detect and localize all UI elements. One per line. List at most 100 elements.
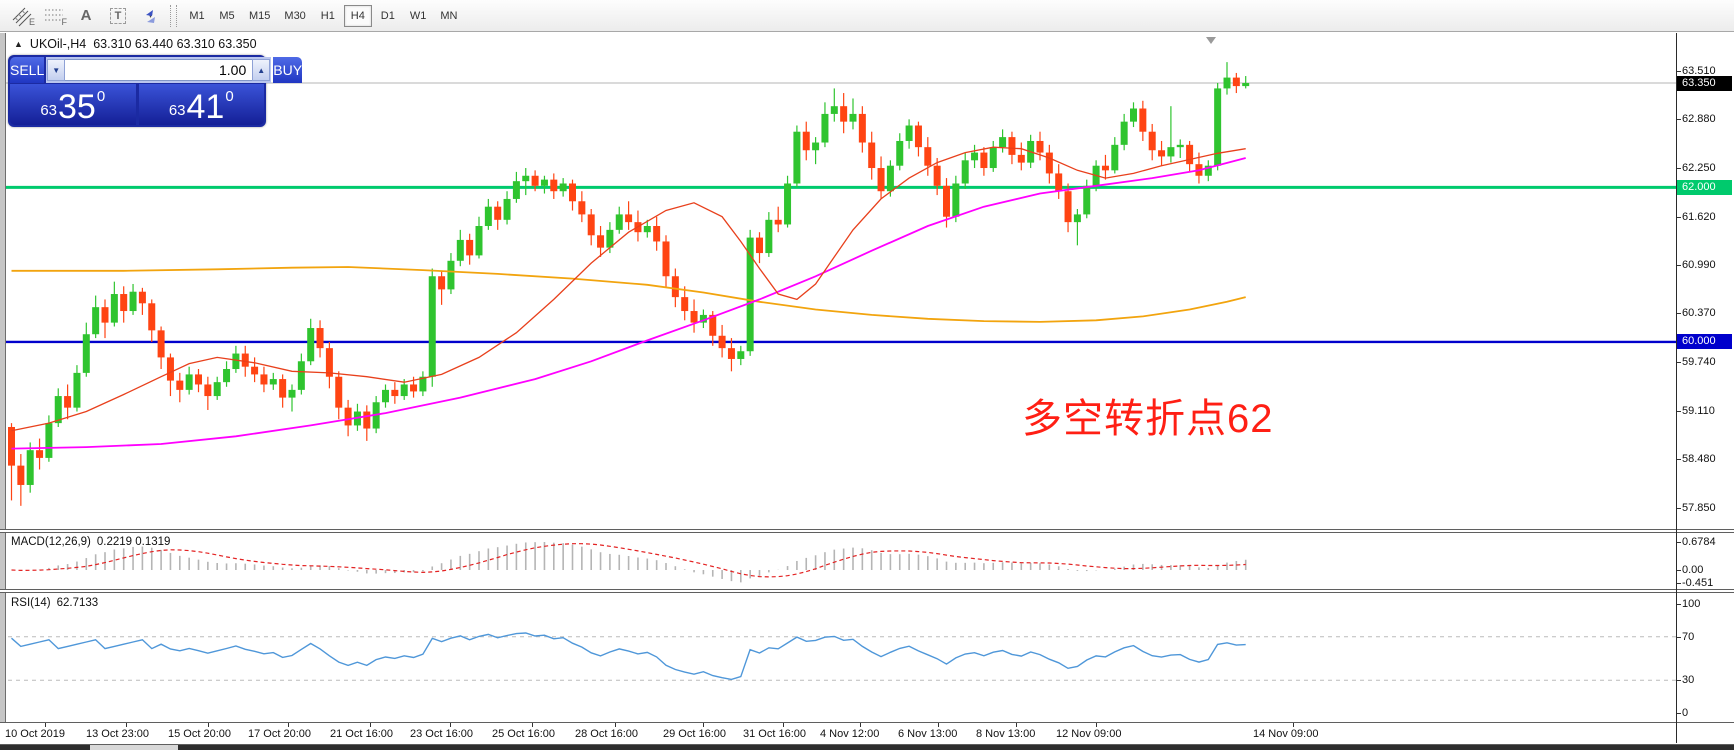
- timeframe-button-m1[interactable]: M1: [189, 9, 205, 22]
- macd-signal-line: [11, 543, 1246, 578]
- candle-body: [1158, 150, 1166, 157]
- candle-body: [1120, 121, 1128, 145]
- candle-body: [643, 226, 651, 233]
- symbol-label: UKOil-,H4: [29, 37, 87, 51]
- tool-label-a-button[interactable]: A: [70, 3, 102, 29]
- tool-grid-f-button[interactable]: F: [38, 3, 70, 29]
- time-tickmark: [783, 723, 784, 727]
- price-tick-label: 62.250: [1682, 162, 1716, 175]
- time-tickmark: [1016, 723, 1017, 727]
- rsi-tick-label: 0: [1682, 707, 1689, 719]
- volume-decrease-button[interactable]: ▼: [47, 59, 66, 81]
- candle-body: [1204, 165, 1212, 176]
- candle-body: [765, 219, 773, 254]
- sell-price-sup: 0: [96, 88, 106, 105]
- candle-body: [1186, 144, 1194, 165]
- sell-price-display[interactable]: 63 35 0: [10, 84, 136, 125]
- collapse-triangle-icon[interactable]: ▲: [14, 39, 23, 49]
- candle-body: [428, 276, 436, 377]
- candle-body: [1232, 77, 1240, 87]
- time-tickmark: [1293, 723, 1294, 727]
- candlestick-chart[interactable]: [6, 33, 1677, 530]
- price-tick-label: 59.740: [1682, 356, 1716, 369]
- scrollbar-thumb[interactable]: [90, 745, 178, 750]
- candle-body: [756, 237, 763, 254]
- time-tickmark: [1096, 723, 1097, 727]
- timeframe-button-m15[interactable]: M15: [249, 9, 271, 22]
- tool-text-t-button[interactable]: T: [102, 3, 134, 29]
- sell-price-big: 35: [58, 88, 96, 127]
- timeframe-button-m30[interactable]: M30: [284, 9, 306, 22]
- timeframe-button-mn[interactable]: MN: [440, 9, 458, 22]
- time-tick-label: 8 Nov 13:00: [976, 728, 1036, 740]
- candle-body: [297, 361, 305, 390]
- candle-body: [999, 137, 1007, 148]
- timeframe-button-w1[interactable]: W1: [409, 9, 427, 22]
- chart-shift-marker-icon[interactable]: [1206, 37, 1216, 44]
- candle-body: [1167, 147, 1175, 157]
- candle-body: [606, 229, 614, 248]
- candle-body: [26, 450, 34, 485]
- timeframe-button-d1[interactable]: D1: [380, 9, 395, 22]
- horizontal-scrollbar[interactable]: [0, 745, 1734, 750]
- timeframe-button-h4[interactable]: H4: [343, 4, 372, 27]
- candle-body: [503, 198, 511, 220]
- candle-body: [1242, 83, 1250, 87]
- time-axis[interactable]: 10 Oct 2019 13 Oct 23:00 15 Oct 20:00 17 Oc…: [0, 723, 1676, 744]
- time-tickmark: [288, 723, 289, 727]
- timeframe-button-h1[interactable]: H1: [320, 9, 335, 22]
- rsi-bottom-border: [0, 722, 1734, 723]
- candle-body: [625, 214, 633, 223]
- price-tick-label: 58.480: [1682, 453, 1716, 466]
- candle-body: [830, 106, 838, 114]
- price-axis[interactable]: 63.510 62.880 62.250 61.620 60.990 60.370 59.7…: [1677, 33, 1734, 743]
- buy-price-display[interactable]: 63 41 0: [138, 84, 264, 125]
- time-tick-label: 23 Oct 16:00: [410, 728, 473, 740]
- candle-body: [382, 389, 389, 403]
- candle-body: [251, 366, 259, 375]
- candle-body: [1101, 165, 1109, 171]
- panel-splitter-rsi[interactable]: [0, 589, 1734, 593]
- time-tick-label: 12 Nov 09:00: [1056, 728, 1122, 740]
- rsi-indicator-chart[interactable]: [6, 594, 1677, 722]
- candle-body: [447, 260, 455, 290]
- tool-lines-e-button[interactable]: E: [6, 3, 38, 29]
- sell-button[interactable]: SELL: [10, 57, 45, 83]
- macd-indicator-chart[interactable]: [6, 533, 1677, 590]
- candle-body: [961, 160, 969, 184]
- volume-input[interactable]: [65, 59, 253, 81]
- candle-body: [110, 294, 118, 323]
- candle-body: [1214, 88, 1222, 166]
- tool-arrows-button[interactable]: ▾: [134, 3, 166, 29]
- rsi-line: [11, 632, 1246, 681]
- panel-splitter-macd[interactable]: [0, 529, 1734, 533]
- price-tick-label: 60.370: [1682, 307, 1716, 320]
- candle-body: [17, 465, 25, 485]
- time-tickmark: [860, 723, 861, 727]
- time-tick-label: 29 Oct 16:00: [663, 728, 726, 740]
- rsi-tickmark: [1677, 637, 1681, 638]
- candle-body: [232, 353, 240, 370]
- candle-body: [494, 206, 502, 220]
- candle-body: [138, 291, 146, 304]
- buy-button[interactable]: BUY: [273, 57, 303, 83]
- candle-body: [1176, 144, 1184, 148]
- timeframe-button-m5[interactable]: M5: [219, 9, 235, 22]
- buy-price-sup: 0: [225, 88, 234, 105]
- candle-body: [363, 411, 371, 429]
- candle-body: [952, 183, 960, 217]
- candle-body: [793, 131, 801, 184]
- toolbar-separator: [170, 4, 177, 27]
- time-tick-label: 10 Oct 2019: [5, 728, 65, 740]
- candle-body: [597, 235, 605, 248]
- candle-body: [559, 183, 567, 192]
- price-tickmark: [1677, 313, 1681, 315]
- candle-body: [540, 179, 548, 186]
- candle-body: [840, 106, 848, 122]
- volume-increase-button[interactable]: ▲: [252, 59, 271, 81]
- time-tick-label: 31 Oct 16:00: [743, 728, 806, 740]
- level-price-badge: 62.000: [1677, 179, 1732, 195]
- candle-body: [129, 291, 137, 312]
